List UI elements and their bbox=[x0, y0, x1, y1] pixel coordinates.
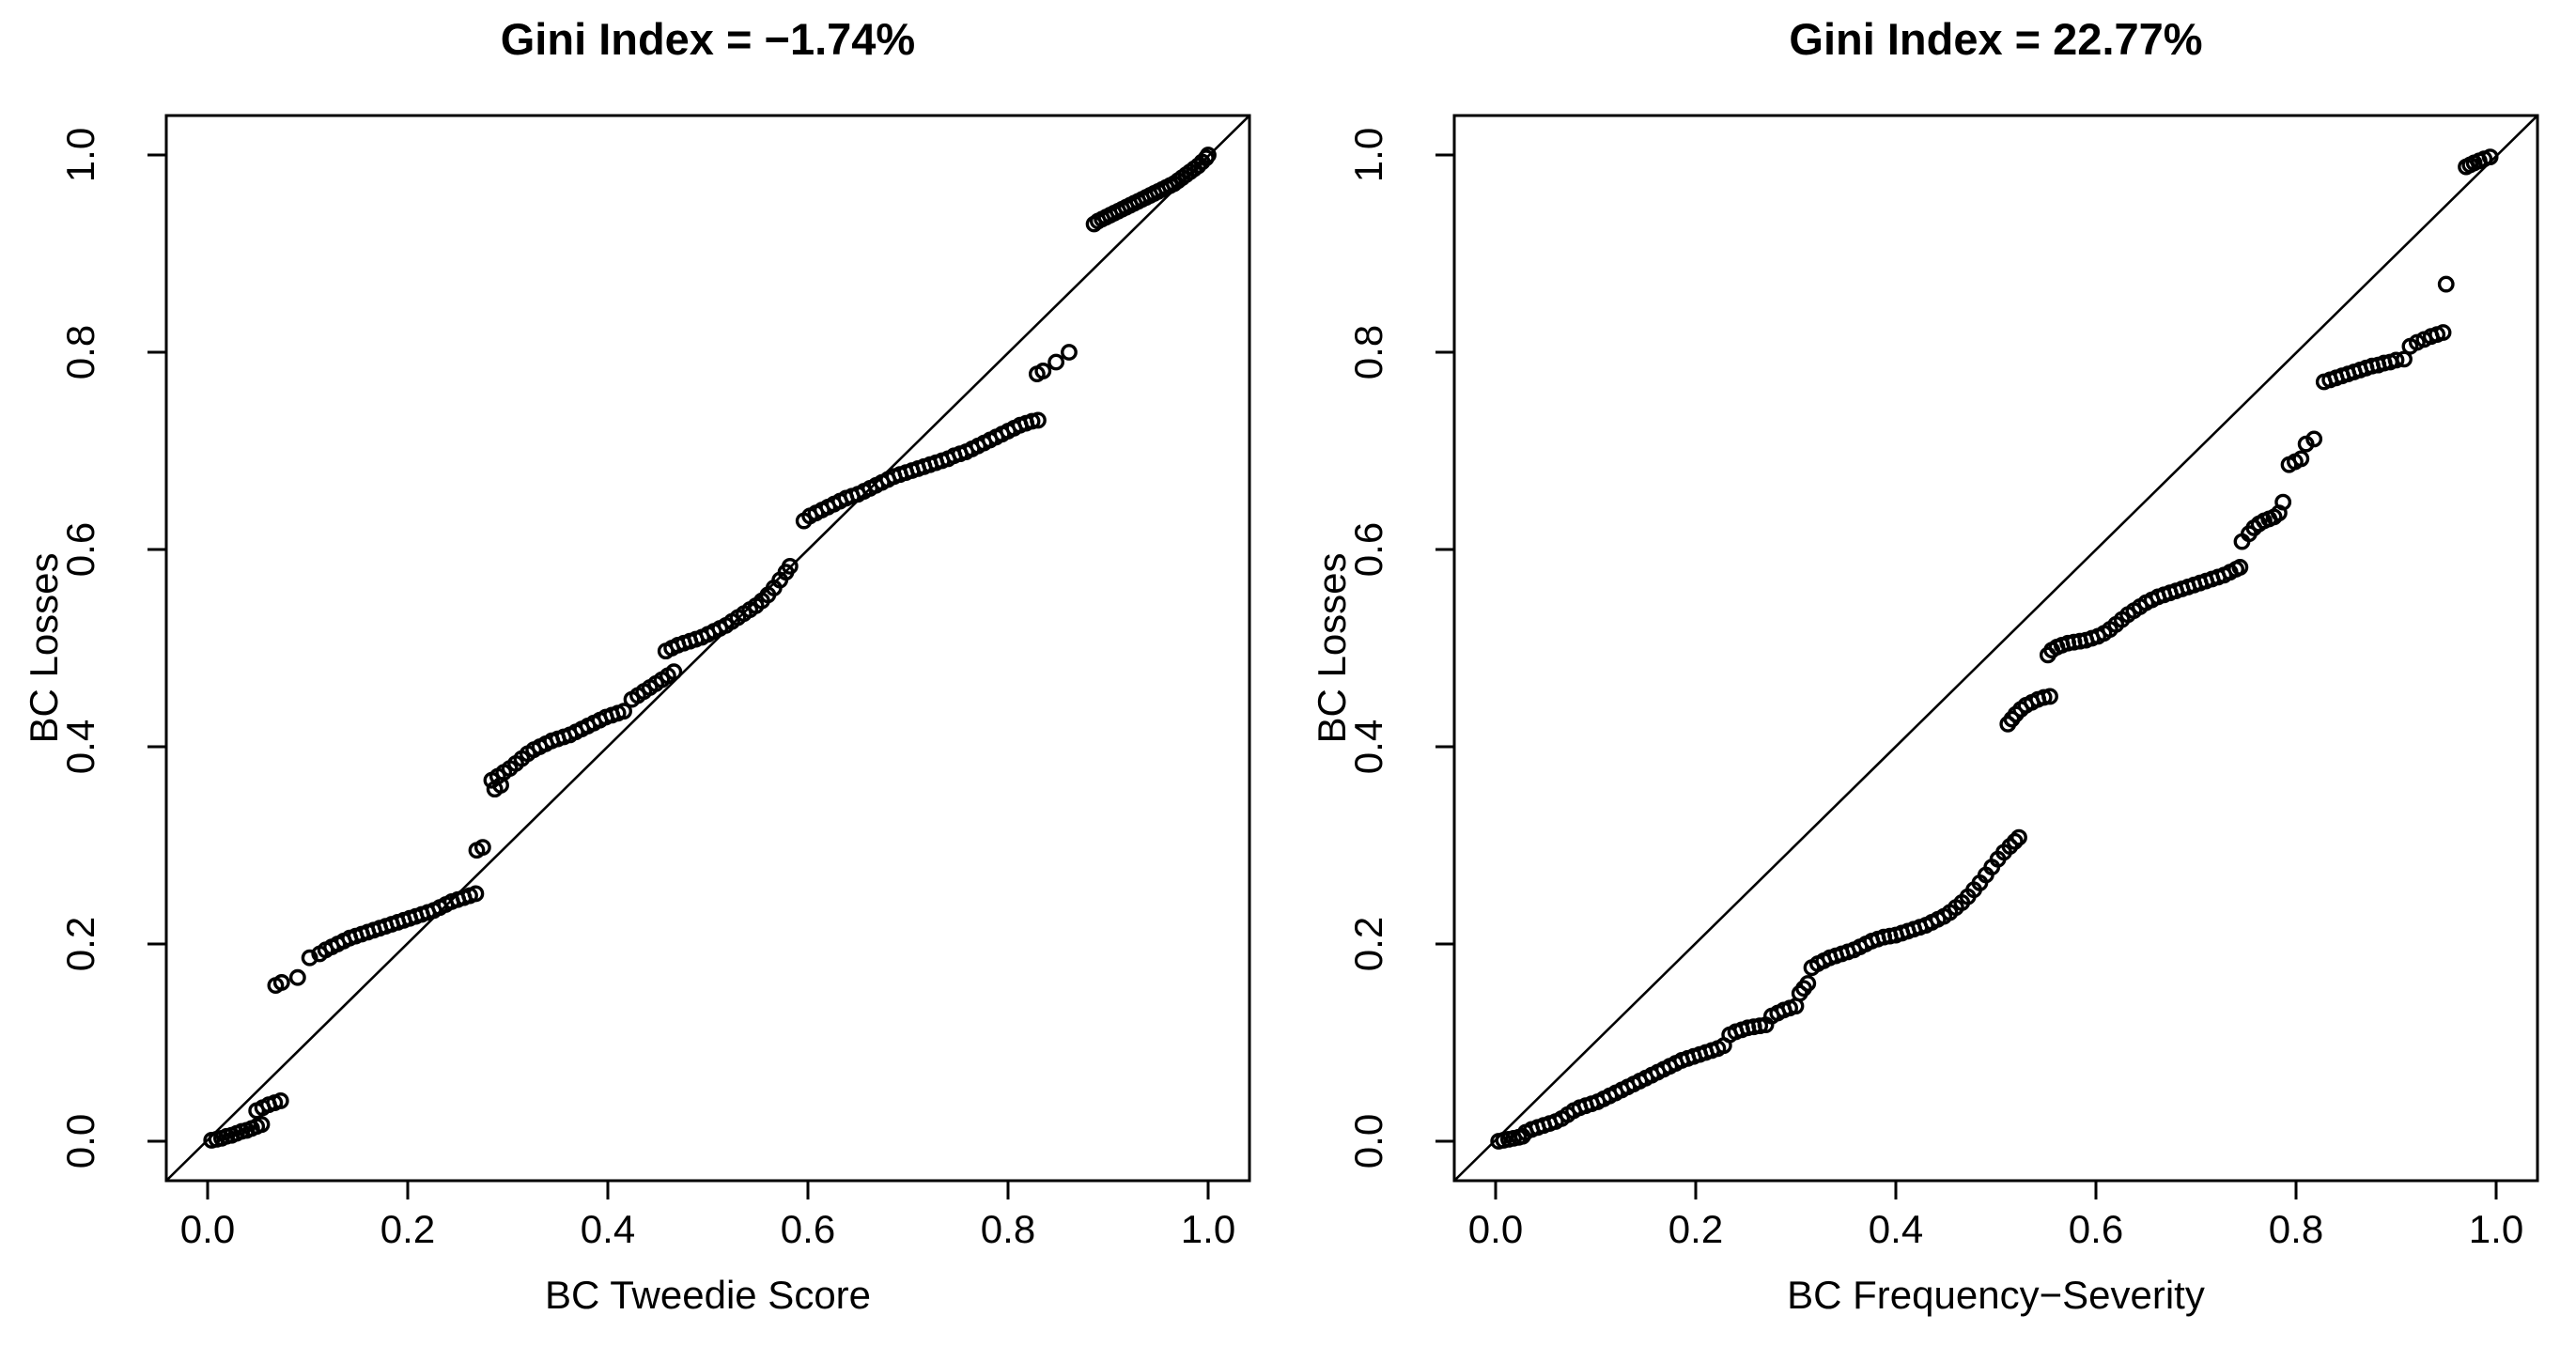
left-plot-svg: 0.0 0.2 0.4 0.6 0.8 1.0 0.0 0.2 0.4 0.6 0.8 1.0 bbox=[58, 114, 1251, 1251]
y-tick-label: 0.0 bbox=[1346, 1114, 1390, 1168]
right-y-axis-label: BC Losses bbox=[1310, 552, 1354, 744]
diagonal-reference-line bbox=[165, 115, 1250, 1182]
y-tick-label: 0.4 bbox=[58, 719, 102, 774]
right-plot-svg: 0.0 0.2 0.4 0.6 0.8 1.0 0.0 0.2 0.4 0.6 0.8 1.0 bbox=[1346, 114, 2539, 1251]
y-tick-label: 0.8 bbox=[58, 325, 102, 379]
y-tick-label: 0.4 bbox=[1346, 719, 1390, 774]
left-x-axis-label: BC Tweedie Score bbox=[544, 1273, 872, 1317]
data-points bbox=[203, 147, 1217, 1149]
panel-left: Gini Index = −1.74% 0.0 0.2 0.4 0.6 0.8 1.0 0.… bbox=[22, 14, 1251, 1317]
right-x-axis-label: BC Frequency−Severity bbox=[1787, 1273, 2205, 1317]
axes: 0.0 0.2 0.4 0.6 0.8 1.0 0.0 0.2 0.4 0.6 0.8 1.0 bbox=[1346, 114, 2539, 1251]
y-tick-label: 0.2 bbox=[1346, 917, 1390, 971]
data-points bbox=[1490, 148, 2499, 1150]
x-tick-label: 0.0 bbox=[1468, 1207, 1523, 1251]
x-tick-label: 0.8 bbox=[981, 1207, 1035, 1251]
diagonal-reference-line bbox=[1453, 115, 2538, 1182]
y-tick-label: 1.0 bbox=[1346, 128, 1390, 182]
y-tick-label: 0.6 bbox=[1346, 522, 1390, 577]
y-tick-label: 0.0 bbox=[58, 1114, 102, 1168]
x-tick-label: 0.4 bbox=[1869, 1207, 1923, 1251]
x-tick-label: 0.6 bbox=[2069, 1207, 2123, 1251]
y-tick-label: 0.2 bbox=[58, 917, 102, 971]
panel-right: Gini Index = 22.77% 0.0 0.2 0.4 0.6 0.8 1.0 0.… bbox=[1288, 0, 2576, 1346]
x-tick-label: 0.2 bbox=[380, 1207, 435, 1251]
x-tick-label: 0.4 bbox=[581, 1207, 635, 1251]
x-tick-label: 1.0 bbox=[1181, 1207, 1235, 1251]
x-tick-label: 1.0 bbox=[2469, 1207, 2523, 1251]
x-tick-label: 0.6 bbox=[781, 1207, 835, 1251]
right-plot-title: Gini Index = 22.77% bbox=[1789, 14, 2203, 64]
x-tick-label: 0.8 bbox=[2269, 1207, 2323, 1251]
axes: 0.0 0.2 0.4 0.6 0.8 1.0 0.0 0.2 0.4 0.6 0.8 1.0 bbox=[58, 114, 1251, 1251]
y-tick-label: 0.6 bbox=[58, 522, 102, 577]
y-tick-label: 1.0 bbox=[58, 128, 102, 182]
x-tick-label: 0.2 bbox=[1668, 1207, 1723, 1251]
x-tick-label: 0.0 bbox=[180, 1207, 235, 1251]
y-tick-label: 0.8 bbox=[1346, 325, 1390, 379]
left-y-axis-label: BC Losses bbox=[22, 552, 66, 744]
left-plot-title: Gini Index = −1.74% bbox=[500, 14, 916, 64]
